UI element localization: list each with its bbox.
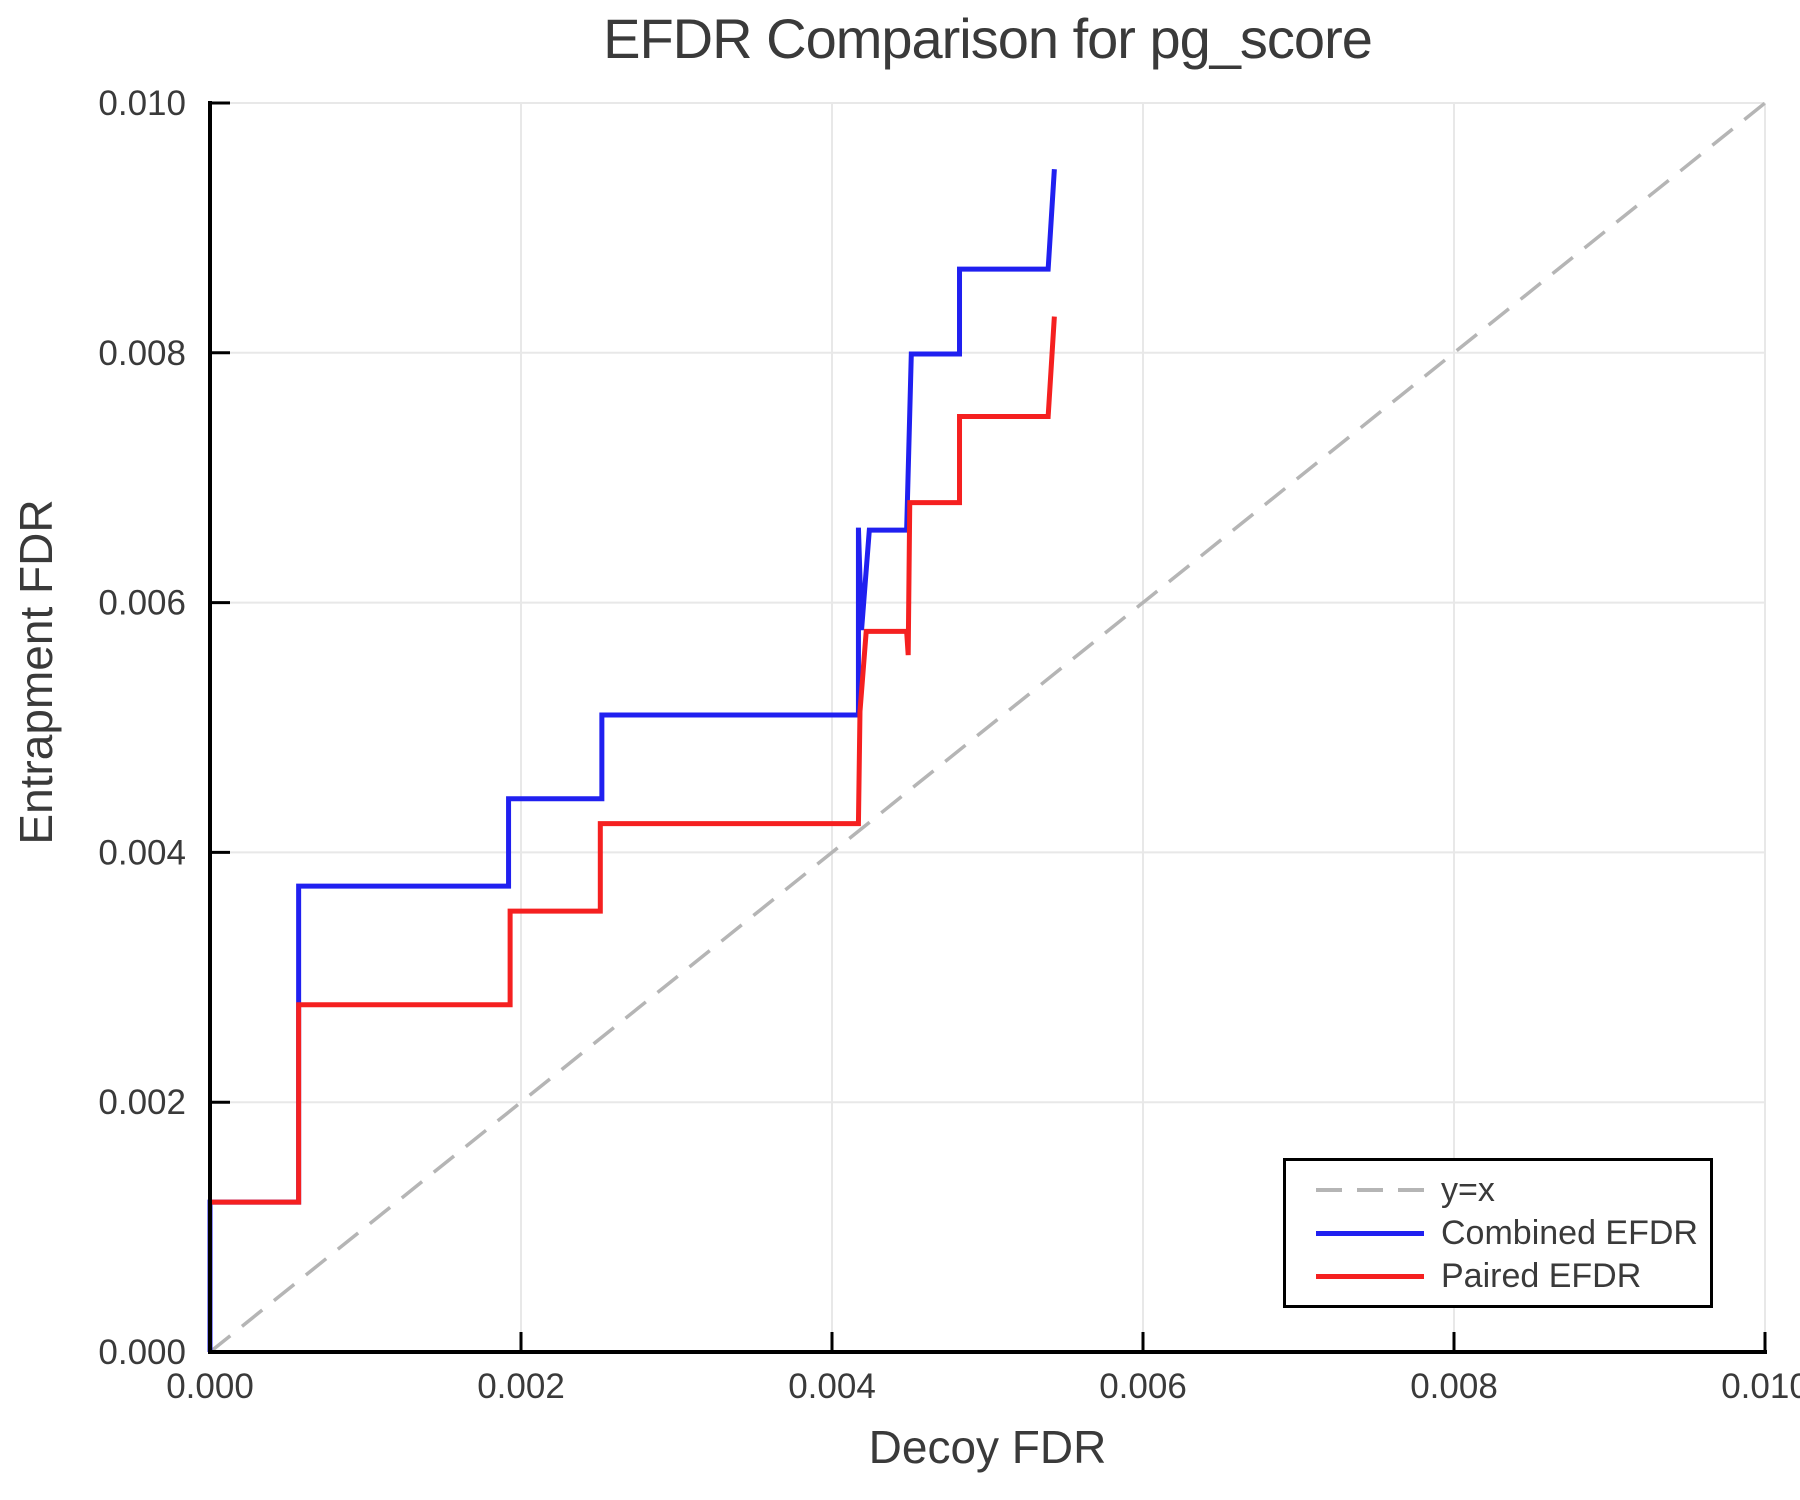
combined-efdr-line <box>207 169 1057 1352</box>
legend-label: y=x <box>1441 1171 1495 1209</box>
legend-item-paired-efdr: Paired EFDR <box>1316 1258 1710 1294</box>
y-axis-label: Entrapment FDR <box>10 499 62 845</box>
x-tick-label: 0.002 <box>477 1367 565 1406</box>
x-axis-label: Decoy FDR <box>868 1421 1107 1473</box>
y-equals-x-line <box>208 101 1767 1354</box>
chart-title: EFDR Comparison for pg_score <box>603 7 1373 70</box>
x-tick-label: 0.006 <box>1099 1367 1187 1406</box>
x-tick-label: 0.000 <box>166 1367 254 1406</box>
blue-line-swatch <box>1316 1230 1424 1236</box>
dashed-line-swatch <box>1316 1188 1424 1192</box>
y-tick-label: 0.002 <box>98 1083 186 1122</box>
y-tick-label: 0.000 <box>98 1333 186 1372</box>
x-tick-label: 0.010 <box>1721 1367 1800 1406</box>
red-line-swatch <box>1316 1273 1424 1279</box>
x-tick-label: 0.004 <box>788 1367 876 1406</box>
y-tick-label: 0.010 <box>98 84 186 123</box>
legend: y=x Combined EFDR Paired EFDR <box>1283 1158 1713 1308</box>
legend-label: Combined EFDR <box>1441 1214 1698 1252</box>
x-tick-label: 0.008 <box>1410 1367 1498 1406</box>
paired-efdr-line <box>210 316 1057 1205</box>
legend-item-y-equals-x: y=x <box>1316 1172 1710 1208</box>
y-tick-label: 0.006 <box>98 584 186 623</box>
legend-label: Paired EFDR <box>1441 1257 1642 1295</box>
legend-item-combined-efdr: Combined EFDR <box>1316 1215 1710 1251</box>
y-tick-label: 0.004 <box>98 833 186 872</box>
y-tick-label: 0.008 <box>98 334 186 373</box>
